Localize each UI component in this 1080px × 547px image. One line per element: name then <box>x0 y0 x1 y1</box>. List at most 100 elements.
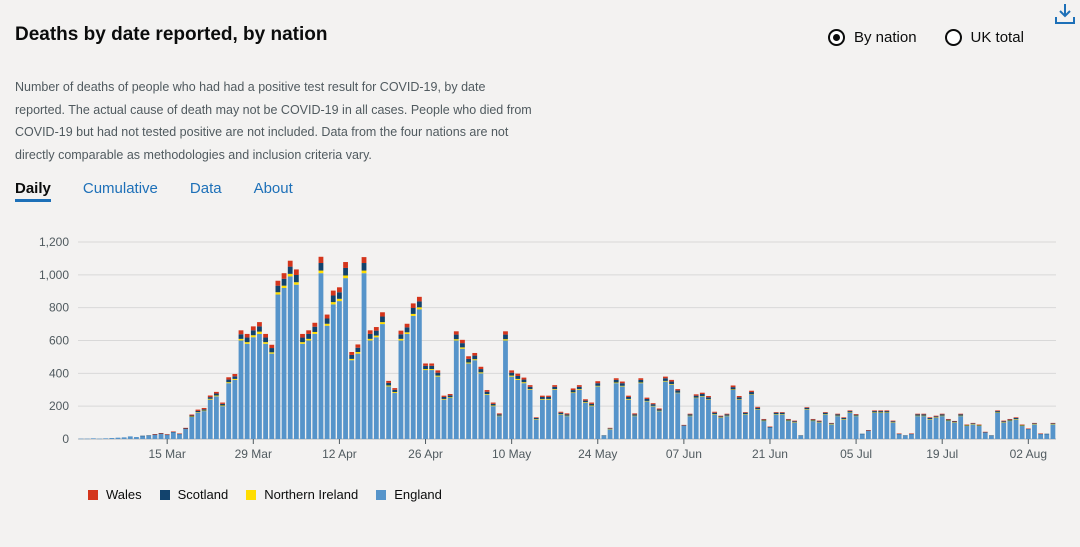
tab-cumulative[interactable]: Cumulative <box>82 180 158 197</box>
bar-england[interactable] <box>810 420 816 439</box>
bar-northern-ireland[interactable] <box>669 384 674 385</box>
bar-wales[interactable] <box>484 390 490 392</box>
bar-england[interactable] <box>798 435 804 439</box>
bar-wales[interactable] <box>909 433 914 434</box>
bar-scotland[interactable] <box>361 263 367 271</box>
bar-scotland[interactable] <box>263 337 269 343</box>
bar-northern-ireland[interactable] <box>552 389 558 390</box>
bar-scotland[interactable] <box>976 424 982 426</box>
bar-wales[interactable] <box>521 377 527 380</box>
bar-england[interactable] <box>90 438 96 439</box>
bar-northern-ireland[interactable] <box>312 331 318 334</box>
bar-england[interactable] <box>398 340 404 440</box>
bar-wales[interactable] <box>761 418 767 420</box>
bar-scotland[interactable] <box>306 333 312 339</box>
bar-england[interactable] <box>293 284 299 439</box>
bar-northern-ireland[interactable] <box>539 398 545 400</box>
bar-england[interactable] <box>515 379 521 439</box>
legend-item-northern-ireland[interactable]: Northern Ireland <box>246 487 358 502</box>
bar-england[interactable] <box>952 422 957 439</box>
bar-northern-ireland[interactable] <box>263 342 269 344</box>
bar-northern-ireland[interactable] <box>749 394 754 395</box>
bar-northern-ireland[interactable] <box>355 351 361 354</box>
bar-england[interactable] <box>207 399 213 439</box>
bar-northern-ireland[interactable] <box>970 423 976 425</box>
bar-scotland[interactable] <box>681 425 687 426</box>
radio-by-nation[interactable]: By nation <box>828 29 917 46</box>
bar-england[interactable] <box>583 402 588 439</box>
bar-scotland[interactable] <box>1044 433 1050 435</box>
bar-northern-ireland[interactable] <box>939 415 945 417</box>
bar-scotland[interactable] <box>521 379 527 383</box>
bar-england[interactable] <box>982 432 988 439</box>
bar-northern-ireland[interactable] <box>619 385 625 387</box>
bar-scotland[interactable] <box>650 404 656 406</box>
bar-northern-ireland[interactable] <box>687 415 693 417</box>
tab-daily[interactable]: Daily <box>15 180 51 202</box>
bar-northern-ireland[interactable] <box>558 414 564 415</box>
bar-wales[interactable] <box>232 373 238 377</box>
bar-wales[interactable] <box>706 395 711 398</box>
bar-northern-ireland[interactable] <box>853 415 859 417</box>
bar-scotland[interactable] <box>613 379 619 383</box>
bar-wales[interactable] <box>995 410 1000 412</box>
bar-scotland[interactable] <box>496 414 502 416</box>
bar-england[interactable] <box>872 412 877 439</box>
bar-scotland[interactable] <box>822 412 828 415</box>
bar-england[interactable] <box>121 437 127 439</box>
bar-scotland[interactable] <box>804 407 810 410</box>
bar-wales[interactable] <box>675 389 681 391</box>
bar-scotland[interactable] <box>638 379 644 383</box>
bar-england[interactable] <box>995 412 1000 439</box>
bar-england[interactable] <box>152 434 158 439</box>
bar-wales[interactable] <box>632 413 638 415</box>
bar-scotland[interactable] <box>232 376 238 379</box>
bar-northern-ireland[interactable] <box>533 418 539 420</box>
bar-wales[interactable] <box>435 370 441 373</box>
bar-scotland[interactable] <box>706 397 711 400</box>
bar-england[interactable] <box>533 419 539 439</box>
bar-northern-ireland[interactable] <box>453 339 459 341</box>
bar-northern-ireland[interactable] <box>441 398 447 400</box>
bar-england[interactable] <box>343 278 348 439</box>
bar-wales[interactable] <box>945 418 951 420</box>
bar-wales[interactable] <box>964 424 970 426</box>
bar-wales[interactable] <box>699 392 705 395</box>
bar-scotland[interactable] <box>564 414 570 416</box>
bar-wales[interactable] <box>576 385 582 387</box>
bar-northern-ireland[interactable] <box>207 398 213 400</box>
tab-data[interactable]: Data <box>189 180 222 197</box>
bar-scotland[interactable] <box>970 423 976 424</box>
bar-scotland[interactable] <box>478 369 484 373</box>
bar-scotland[interactable] <box>958 414 964 416</box>
bar-wales[interactable] <box>638 378 644 380</box>
bar-northern-ireland[interactable] <box>361 270 367 274</box>
bar-northern-ireland[interactable] <box>1032 423 1037 425</box>
bar-northern-ireland[interactable] <box>386 385 392 387</box>
bar-england[interactable] <box>484 394 490 439</box>
bar-scotland[interactable] <box>244 337 250 343</box>
bar-england[interactable] <box>773 414 779 439</box>
bar-england[interactable] <box>521 383 527 439</box>
bar-wales[interactable] <box>1001 420 1007 422</box>
bar-wales[interactable] <box>718 415 724 417</box>
bar-scotland[interactable] <box>287 266 293 274</box>
bar-scotland[interactable] <box>927 417 933 419</box>
bar-northern-ireland[interactable] <box>416 307 422 310</box>
bar-england[interactable] <box>392 393 398 439</box>
bar-scotland[interactable] <box>250 330 256 336</box>
bar-wales[interactable] <box>583 399 588 401</box>
bar-wales[interactable] <box>269 344 275 349</box>
bar-england[interactable] <box>669 384 674 439</box>
bar-scotland[interactable] <box>755 407 761 410</box>
bar-northern-ireland[interactable] <box>373 335 379 338</box>
bar-wales[interactable] <box>847 410 853 412</box>
bar-northern-ireland[interactable] <box>349 358 355 361</box>
bar-england[interactable] <box>429 370 435 439</box>
bar-wales[interactable] <box>509 370 515 373</box>
bar-england[interactable] <box>1032 424 1037 439</box>
bar-wales[interactable] <box>681 424 687 426</box>
bar-scotland[interactable] <box>773 412 779 415</box>
bar-scotland[interactable] <box>410 307 416 314</box>
bar-wales[interactable] <box>281 273 287 279</box>
